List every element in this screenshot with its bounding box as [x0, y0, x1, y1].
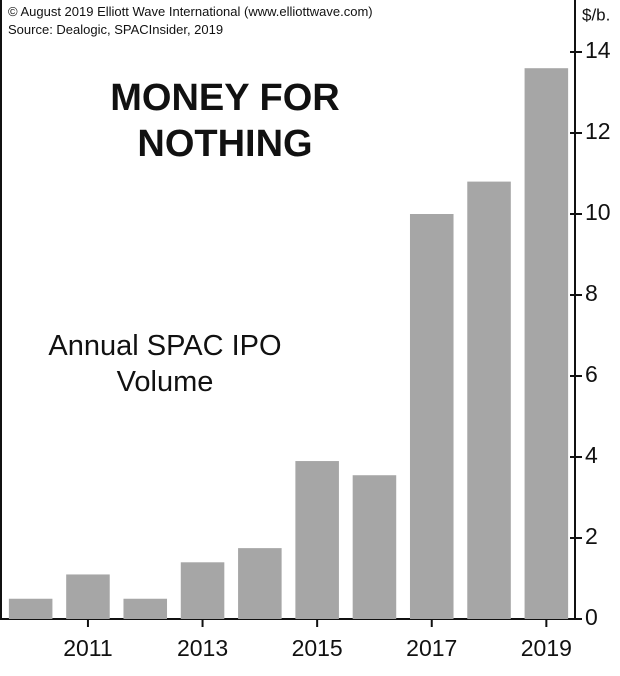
y-tick-label: 10 [585, 199, 611, 225]
bar [409, 214, 454, 619]
bar [295, 461, 339, 619]
copyright: © August 2019 Elliott Wave International… [8, 4, 373, 19]
x-tick-label: 2013 [177, 635, 228, 661]
bar [352, 475, 397, 619]
y-tick-label: 2 [585, 523, 598, 549]
bar [238, 548, 282, 619]
y-tick-label: 0 [585, 604, 598, 630]
bar [467, 181, 511, 619]
source: Source: Dealogic, SPACInsider, 2019 [8, 22, 224, 37]
x-tick-label: 2015 [292, 635, 343, 661]
y-tick-label: 8 [585, 280, 598, 306]
annotation: Annual SPAC IPO Volume [48, 330, 282, 399]
bar [123, 598, 168, 619]
x-tick-label: 2017 [406, 635, 457, 661]
y-tick-label: 14 [585, 37, 611, 63]
bar [180, 562, 225, 619]
y-axis-label: $/b. [582, 5, 610, 24]
bar [8, 598, 53, 619]
y-tick-label: 12 [585, 118, 611, 144]
bar [66, 574, 110, 619]
y-tick-label: 6 [585, 361, 598, 387]
y-tick-label: 4 [585, 442, 598, 468]
bar [524, 68, 569, 619]
x-tick-label: 2019 [521, 635, 572, 661]
x-tick-label: 2011 [63, 635, 112, 661]
chart-title: MONEY FOR NOTHING [110, 77, 340, 165]
